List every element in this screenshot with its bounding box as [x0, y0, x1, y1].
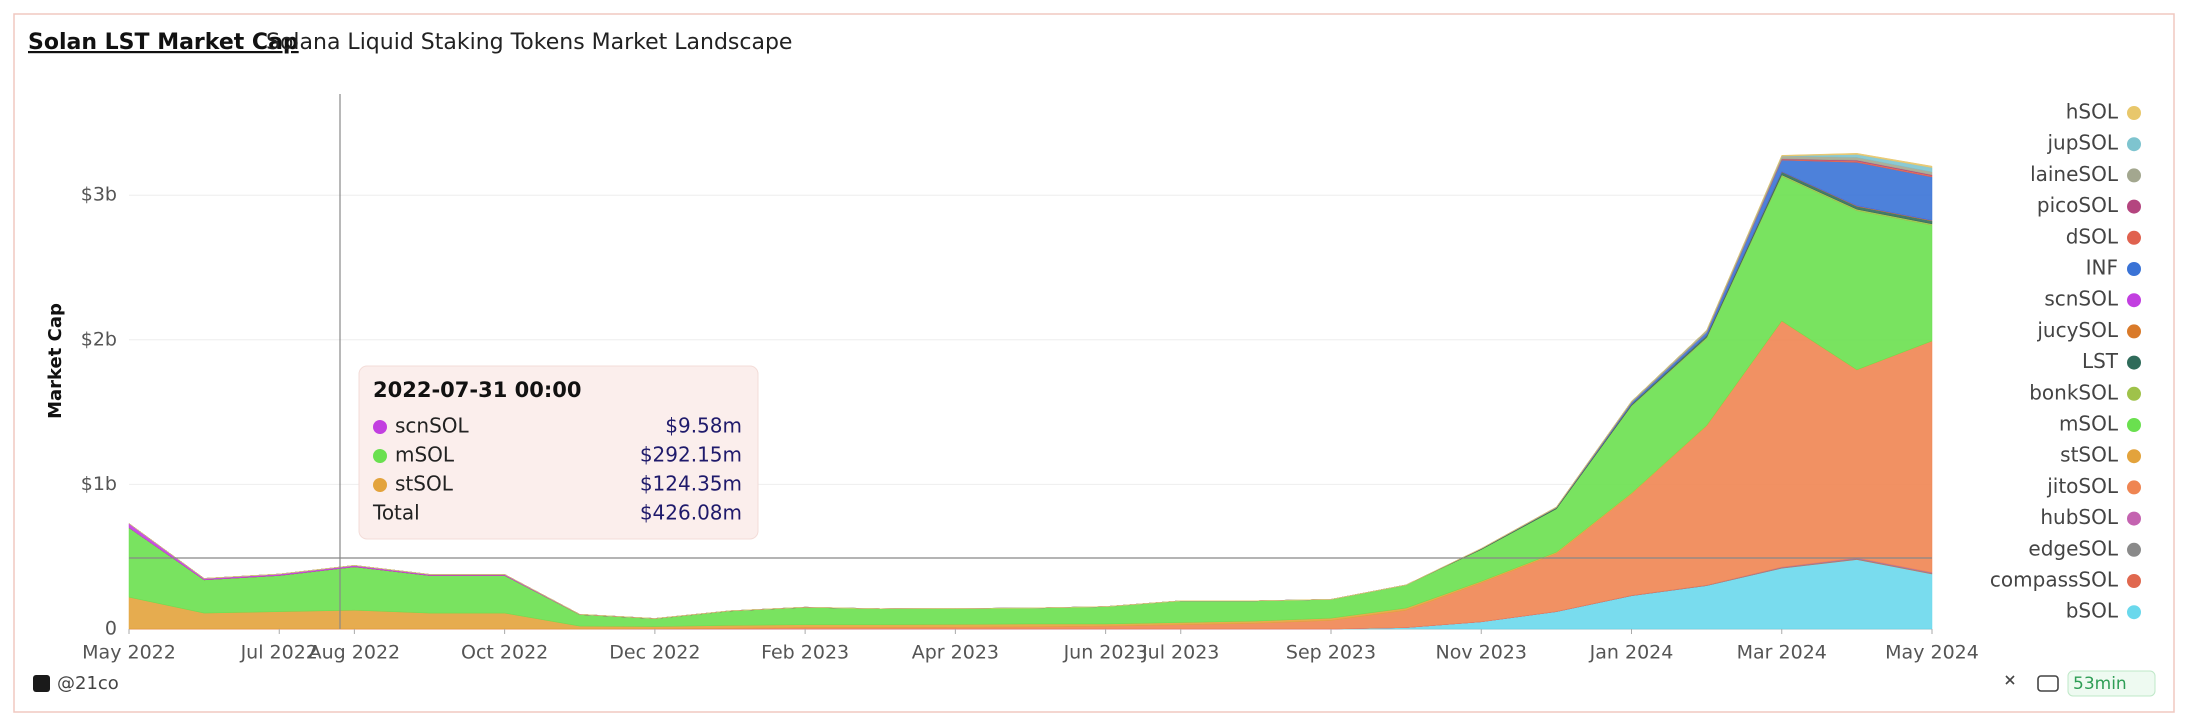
legend-label[interactable]: bSOL: [2066, 599, 2119, 623]
legend-swatch: [2127, 137, 2141, 152]
y-tick-label: 0: [105, 618, 117, 640]
x-tick-label: Dec 2022: [609, 642, 700, 664]
legend-label[interactable]: jitoSOL: [2046, 474, 2119, 498]
camera-icon[interactable]: [2037, 675, 2059, 692]
area: [128, 153, 1933, 619]
legend-swatch: [2127, 355, 2141, 370]
x-tick-label: Jul 2023: [1141, 642, 1219, 664]
legend-swatch: [2127, 574, 2141, 588]
tooltip-value: $292.15m: [640, 443, 742, 467]
tooltip-name: stSOL: [395, 472, 454, 496]
age: 53min: [2073, 674, 2127, 694]
chart-title[interactable]: Solan LST Market Cap: [28, 30, 299, 55]
tooltip-value: $124.35m: [640, 472, 742, 496]
x-tick-label: Jul 2022: [240, 642, 318, 664]
legend-label[interactable]: hSOL: [2066, 100, 2119, 124]
legend-label[interactable]: jucySOL: [2036, 318, 2119, 342]
tooltip: 2022-07-31 00:00 Total $426.08m scnSOL $9…: [358, 365, 759, 540]
legend-swatch: [2127, 293, 2141, 308]
y-axis-label: Market Cap: [45, 303, 66, 419]
x-tick-label: May 2024: [1885, 642, 1979, 664]
legend-swatch: [2127, 480, 2141, 495]
legend-label[interactable]: bonkSOL: [2029, 380, 2119, 404]
legend-swatch: [2127, 605, 2141, 620]
tooltip-name: scnSOL: [395, 414, 470, 438]
legend-swatch: [2127, 262, 2141, 276]
legend-label[interactable]: jupSOL: [2046, 131, 2118, 155]
y-tick-label: $1b: [81, 473, 117, 495]
x-tick-label: Apr 2023: [912, 642, 999, 664]
tooltip-name: mSOL: [395, 443, 455, 467]
legend-swatch: [2127, 418, 2141, 432]
x-tick-label: Feb 2023: [761, 642, 849, 664]
legend-label[interactable]: picoSOL: [2037, 193, 2119, 217]
x-tick-label: Nov 2023: [1436, 642, 1527, 664]
tooltip-swatch: [373, 478, 387, 492]
x-tick-label: Mar 2024: [1737, 642, 1827, 664]
legend-label[interactable]: scnSOL: [2044, 287, 2119, 311]
legend-swatch: [2127, 199, 2141, 214]
legend-swatch: [2127, 386, 2141, 401]
legend-label[interactable]: dSOL: [2066, 224, 2119, 248]
legend-label[interactable]: INF: [2086, 256, 2118, 280]
logo: [33, 675, 50, 692]
y-tick-label: $3b: [81, 184, 117, 206]
legend-label[interactable]: compassSOL: [1990, 568, 2119, 592]
tooltip-total-label: Total: [372, 501, 420, 525]
x-tick-label: Aug 2022: [309, 642, 401, 664]
legend-label[interactable]: hubSOL: [2040, 505, 2118, 529]
legend-label[interactable]: stSOL: [2060, 443, 2119, 467]
tooltip-swatch: [373, 420, 387, 434]
legend-swatch: [2127, 106, 2141, 120]
legend-swatch: [2127, 511, 2141, 526]
tooltip-total: $426.08m: [640, 501, 742, 525]
age-badge: [2067, 670, 2156, 697]
x-tick-label: Oct 2022: [461, 642, 548, 664]
legend-label[interactable]: edgeSOL: [2028, 536, 2118, 560]
y-tick-label: $2b: [81, 328, 117, 350]
legend-label[interactable]: mSOL: [2059, 412, 2119, 436]
legend-swatch: [2127, 324, 2141, 339]
legend-swatch: [2127, 542, 2141, 557]
legend-swatch: [2127, 168, 2141, 183]
legend-swatch: [2127, 230, 2141, 245]
tooltip-swatch: [373, 449, 387, 463]
source[interactable]: @21co: [57, 673, 119, 694]
tooltip-value: $9.58m: [665, 414, 742, 438]
x-tick-label: Sep 2023: [1286, 642, 1376, 664]
legend-swatch: [2127, 449, 2141, 464]
tooltip-title: 2022-07-31 00:00: [373, 378, 581, 402]
tooltip-box: [358, 365, 759, 540]
legend-label[interactable]: laineSOL: [2030, 162, 2119, 186]
legend-label[interactable]: LST: [2082, 349, 2119, 373]
share-icon[interactable]: [2005, 675, 2015, 685]
chart-subtitle: Solana Liquid Staking Tokens Market Land…: [266, 30, 792, 55]
x-tick-label: May 2022: [82, 642, 176, 664]
x-tick-label: Jan 2024: [1589, 642, 1674, 664]
x-tick-label: Jun 2023: [1063, 642, 1148, 664]
